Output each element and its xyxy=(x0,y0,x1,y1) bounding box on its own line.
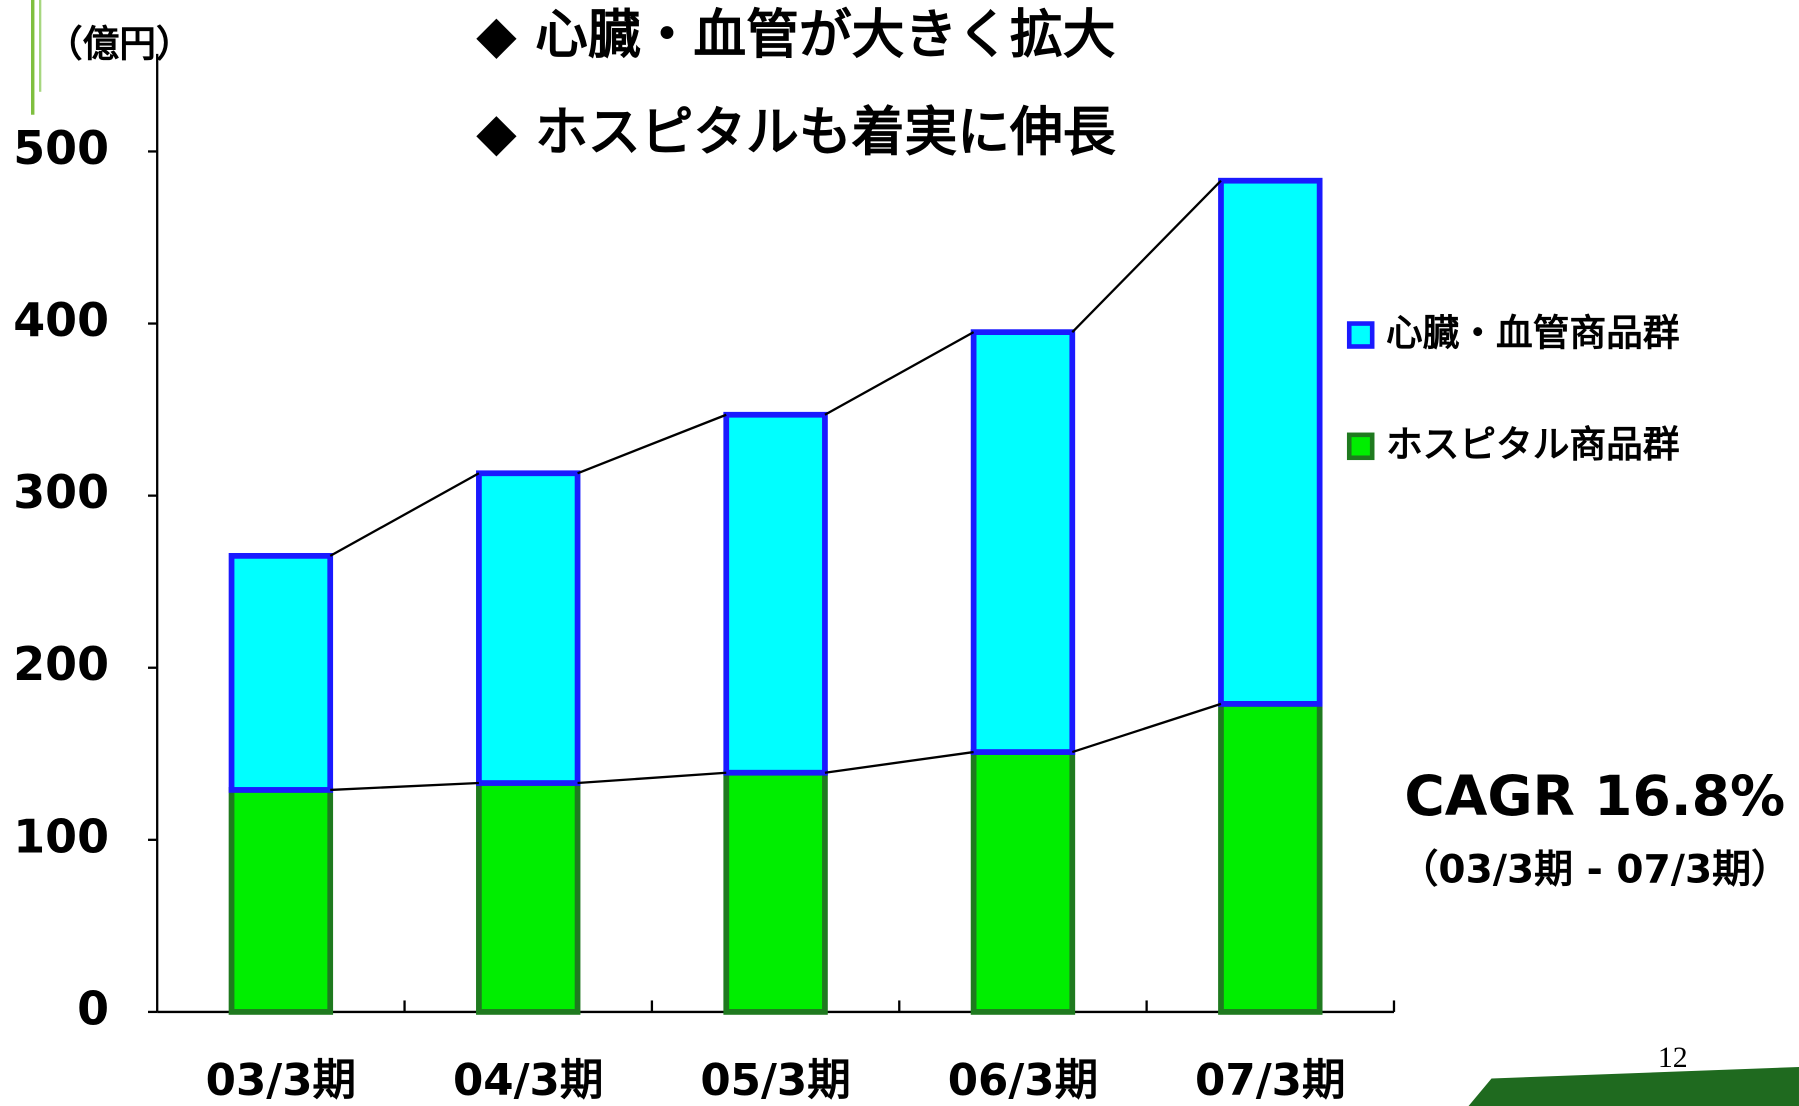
bar-segment xyxy=(1218,701,1323,1015)
y-tick-label: 400 xyxy=(13,293,109,347)
bar-segment xyxy=(970,749,1076,1015)
bar-segment xyxy=(476,780,581,1015)
bar-segment xyxy=(228,552,334,793)
connector-line xyxy=(824,750,974,774)
bar-segment xyxy=(476,470,581,786)
decor-logo xyxy=(1468,1066,1799,1106)
connector-line xyxy=(329,472,480,557)
connector-line xyxy=(1071,179,1222,333)
legend-label: ホスピタル商品群 xyxy=(1386,423,1680,466)
x-tick-label: 07/3期 xyxy=(1195,1056,1345,1106)
y-unit: （億円） xyxy=(46,22,193,65)
y-tick-label: 0 xyxy=(77,981,109,1035)
y-tick-label: 500 xyxy=(13,121,109,175)
legend-swatch xyxy=(1346,321,1375,349)
y-tick-label: 300 xyxy=(13,465,109,519)
bar-segment xyxy=(723,769,828,1015)
title-line: ◆ 心臓・血管が大きく拡大 xyxy=(476,5,1116,66)
bar-segment xyxy=(970,329,1076,755)
connector-line xyxy=(577,771,727,785)
legend-label: 心臓・血管商品群 xyxy=(1386,312,1680,355)
x-tick-label: 05/3期 xyxy=(700,1056,850,1106)
bar-segment xyxy=(1218,177,1323,707)
bar-segment xyxy=(228,787,334,1015)
connector-line xyxy=(330,781,479,792)
annotation: （03/3期 - 07/3期） xyxy=(1399,847,1790,892)
x-tick-label: 03/3期 xyxy=(206,1056,356,1106)
legend-swatch xyxy=(1346,432,1375,461)
page-number: 12 xyxy=(1658,1041,1688,1074)
connector-line xyxy=(577,413,727,475)
y-tick-label: 100 xyxy=(13,809,109,863)
x-tick-label: 06/3期 xyxy=(948,1056,1098,1106)
connector-line xyxy=(1071,702,1222,754)
connector-line xyxy=(824,331,975,416)
y-tick-label: 200 xyxy=(13,637,109,691)
decor-line xyxy=(39,0,42,92)
title-line: ◆ ホスピタルも着実に伸長 xyxy=(476,102,1116,163)
decor-line xyxy=(30,0,35,115)
bar-segment xyxy=(723,411,828,776)
annotation: CAGR 16.8% xyxy=(1404,764,1785,828)
x-tick-label: 04/3期 xyxy=(453,1056,603,1106)
